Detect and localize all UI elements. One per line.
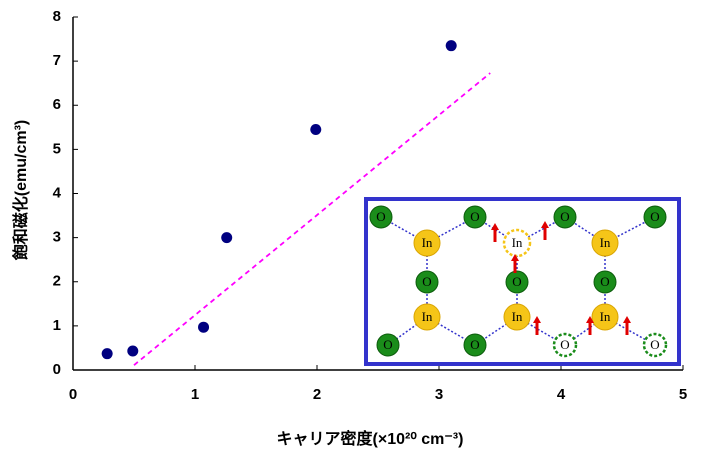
atom-label: In [512, 235, 523, 250]
atom-label: O [560, 209, 569, 224]
y-tick-label: 7 [53, 52, 61, 69]
x-axis-title: キャリア密度(×10²⁰ cm⁻³) [277, 429, 464, 448]
y-tick-label: 4 [53, 184, 62, 201]
atom-label: O [376, 209, 385, 224]
point [127, 346, 138, 357]
atom-label: In [422, 235, 433, 250]
atom-label: O [600, 274, 609, 289]
atom-label: In [600, 309, 611, 324]
x-tick-label: 4 [557, 386, 566, 403]
x-tick-label: 3 [435, 386, 443, 403]
atom-label: In [600, 235, 611, 250]
x-tick-label: 2 [313, 386, 321, 403]
atom-label: In [422, 309, 433, 324]
y-tick-label: 3 [53, 229, 61, 246]
x-tick-label: 5 [679, 386, 687, 403]
atom-label: O [650, 337, 659, 352]
atom-label: O [512, 274, 521, 289]
point [102, 348, 113, 359]
y-tick-label: 8 [53, 8, 61, 25]
atom-label: O [383, 337, 392, 352]
y-axis-title: 飽和磁化(emu/cm³) [11, 120, 30, 261]
atom-label: In [512, 309, 523, 324]
y-tick-label: 6 [53, 96, 61, 113]
x-tick-label: 1 [191, 386, 199, 403]
atom-label: O [470, 337, 479, 352]
atom-label: O [650, 209, 659, 224]
atom-label: O [470, 209, 479, 224]
point [310, 124, 321, 135]
y-tick-label: 0 [53, 361, 61, 378]
y-tick-label: 2 [53, 273, 61, 290]
atom-label: O [422, 274, 431, 289]
point [221, 232, 232, 243]
point [446, 40, 457, 51]
chart: キャリア密度(×10²⁰ cm⁻³) 飽和磁化(emu/cm³) 0 1 2 3 4 5 6… [0, 0, 701, 453]
inset-diagram: O O O O In In In O O O In In In O O O O [366, 199, 679, 364]
x-tick-label: 0 [69, 386, 77, 403]
y-tick-label: 5 [53, 140, 61, 157]
point [198, 322, 209, 333]
y-tick-label: 1 [53, 317, 61, 334]
atom-label: O [560, 337, 569, 352]
